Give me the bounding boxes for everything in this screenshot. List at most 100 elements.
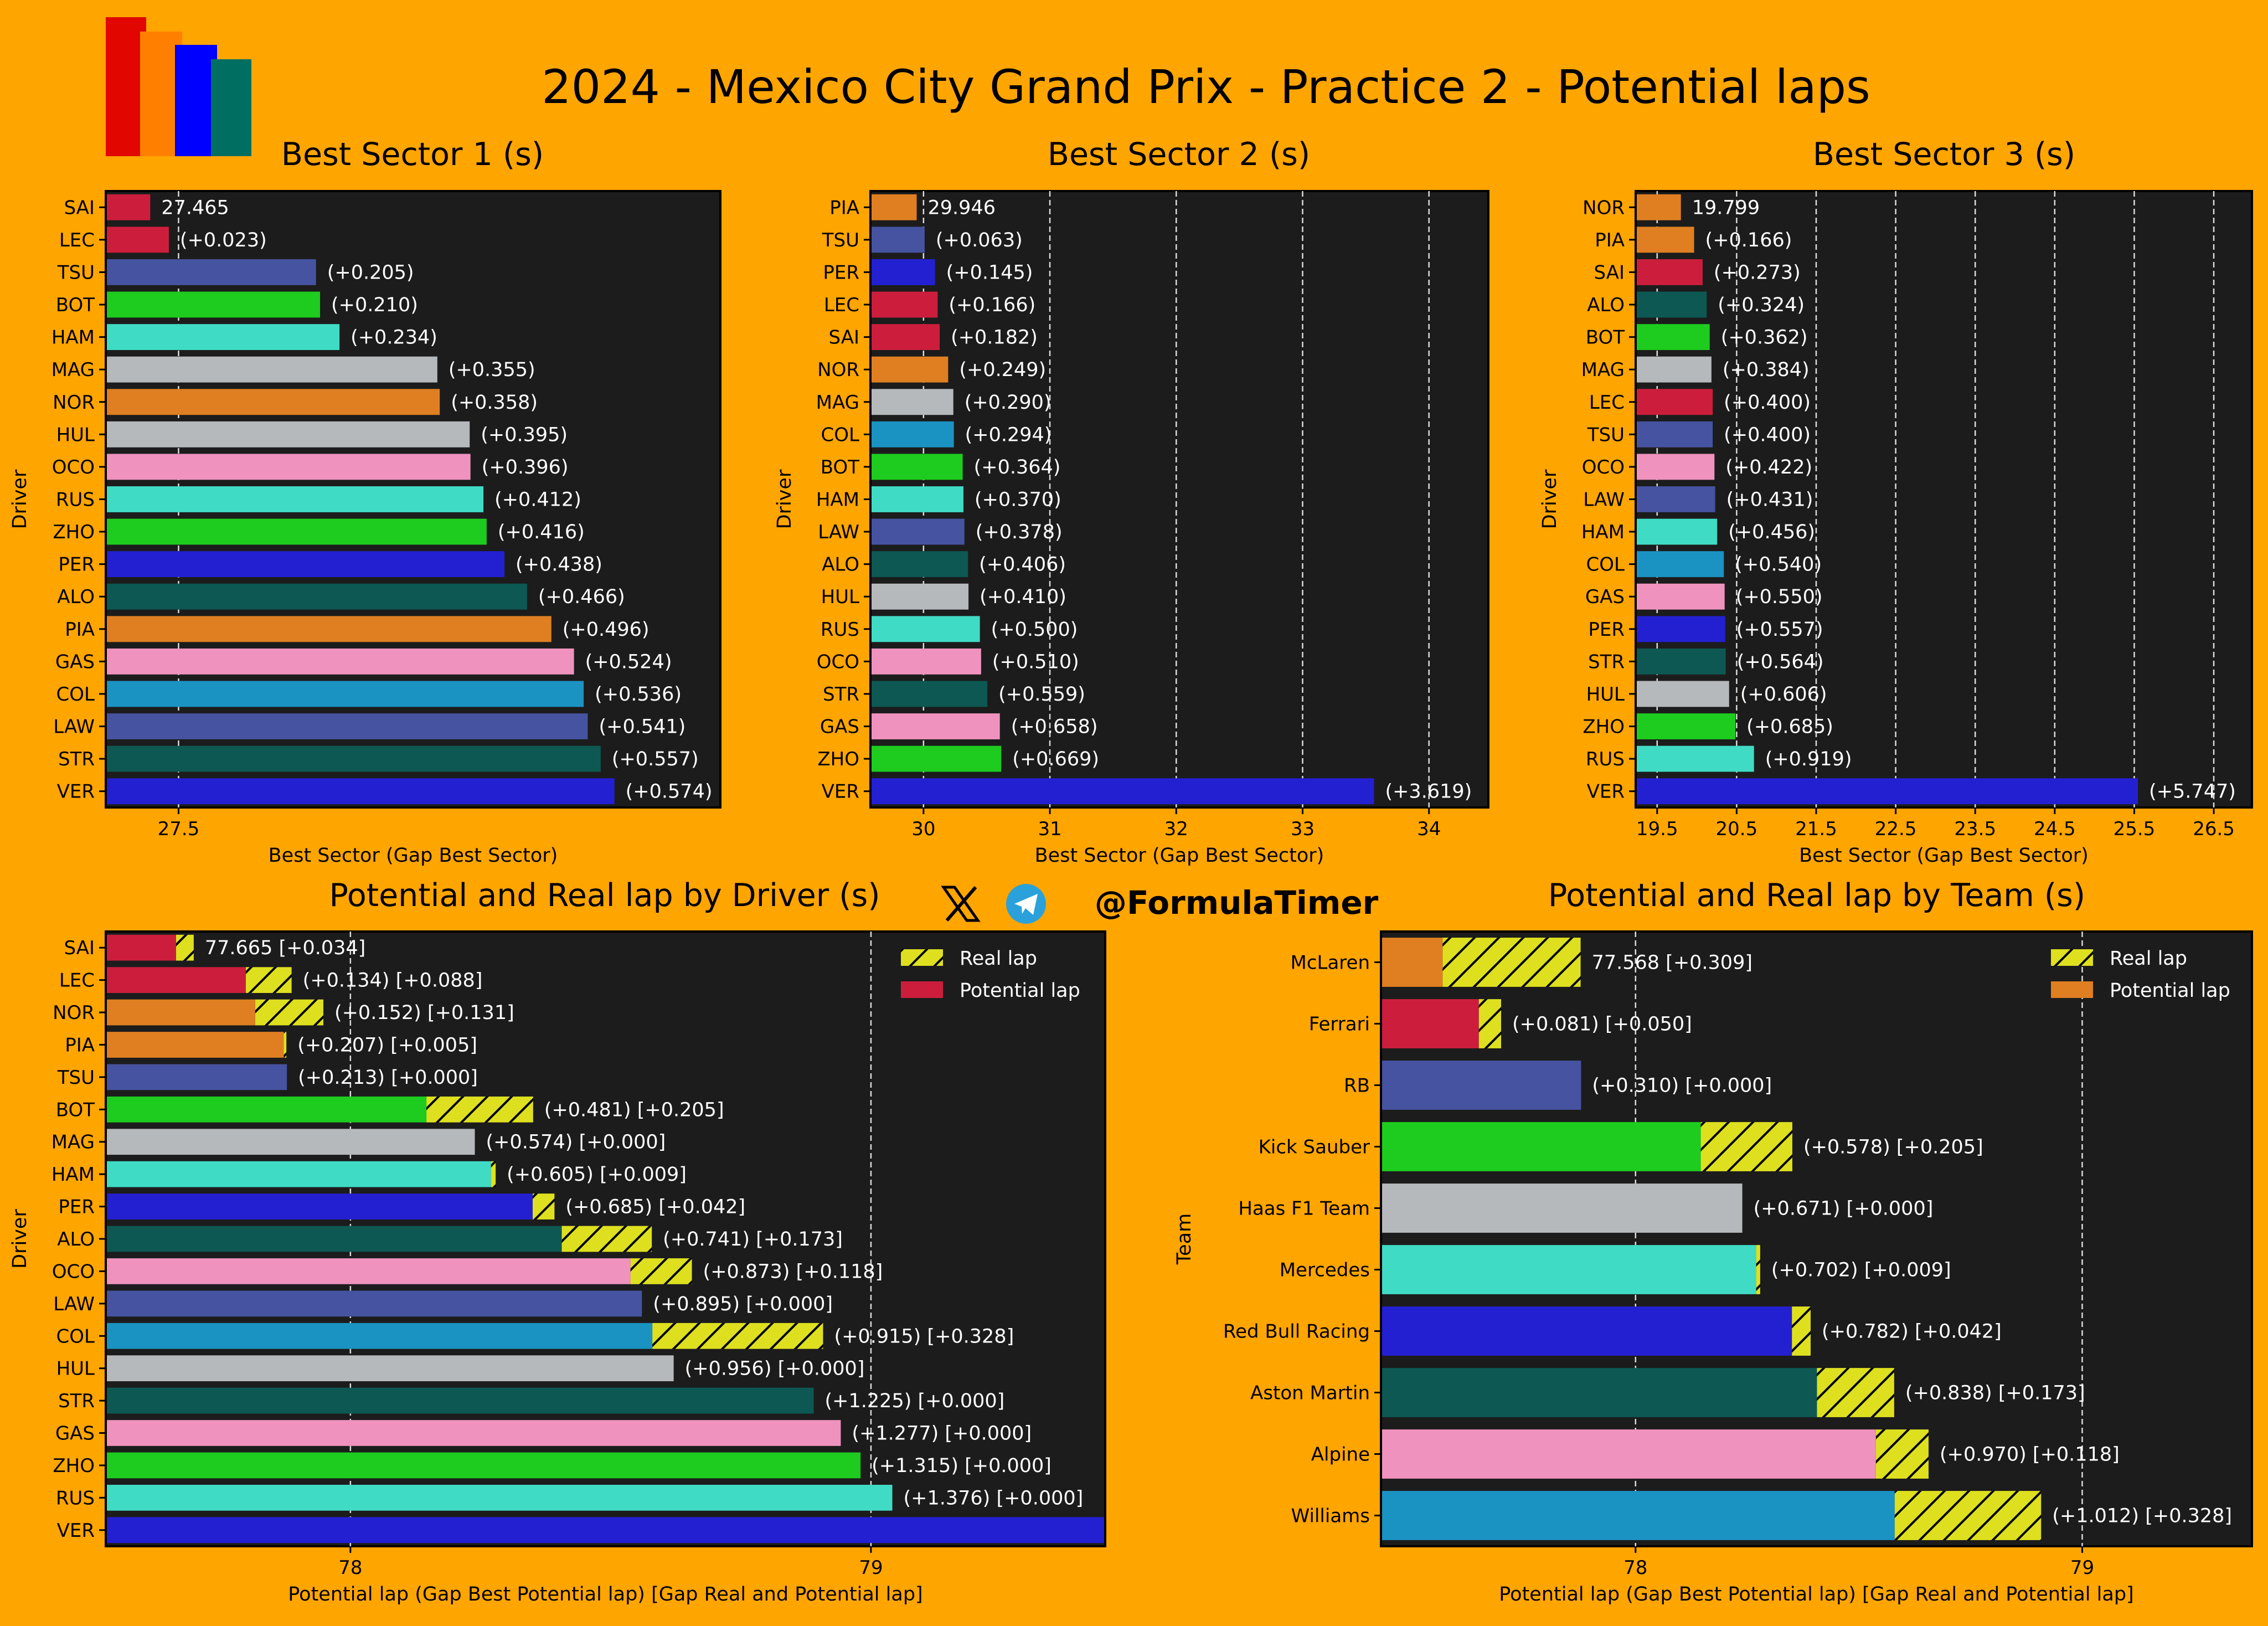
chart-4: Potential and Real lap by Driver (s) 78 79… [9,877,1106,1606]
data-label: (+3.619) [1385,781,1472,803]
bar [1637,518,1718,545]
y-tick-label: MAG [1581,359,1625,381]
bar [872,324,940,351]
data-label: (+0.134) [+0.088] [303,970,483,992]
data-label: (+0.500) [991,619,1078,641]
bar [872,486,963,512]
y-tick-label: TSU [822,229,859,251]
chart-2: Best Sector 2 (s) 30 31 32 33 34 Best Sector (… [774,136,1489,867]
data-label: (+0.782) [+0.042] [1822,1321,2002,1343]
real-lap-bar [491,1161,496,1187]
bar [107,227,169,253]
x-tick-label: 30 [911,818,935,840]
y-tick-label: ALO [57,1228,95,1251]
bar [1637,583,1725,610]
y-tick-label: TSU [1587,424,1625,446]
y-tick-label: SAI [64,937,95,959]
data-label: (+0.400) [1724,392,1811,414]
bar [872,194,917,220]
data-label: (+1.376) [+0.000] [903,1487,1083,1509]
potential-bar [107,1064,287,1090]
bar-row: MAG (+0.290) [816,389,1051,415]
data-label: (+0.838) [+0.173] [1905,1382,2085,1404]
bar [107,616,551,642]
y-tick-label: Red Bull Racing [1223,1321,1370,1343]
bar-row: SAI (+0.182) [829,324,1038,351]
legend-label: Potential lap [2110,980,2230,1002]
bar [1637,681,1729,707]
y-tick-label: SAI [64,197,95,219]
bar [1637,259,1703,285]
potential-bar [1382,1061,1581,1110]
bar [1637,291,1707,318]
y-tick-label: RUS [821,619,859,641]
data-label: (+0.234) [350,327,437,349]
bar-row: RUS (+0.412) [56,486,581,512]
bar [107,291,321,318]
y-tick-label: HAM [51,327,95,349]
data-label: (+0.145) [946,261,1033,284]
x-axis-label: Potential lap (Gap Best Potential lap) [… [288,1583,922,1606]
bar [1637,616,1725,642]
y-tick-label: PIA [65,1034,95,1056]
bar-row: NOR (+0.152) [+0.131] [53,999,514,1026]
y-tick-label: ZHO [817,748,859,770]
x-tick-label: 33 [1291,818,1315,840]
bar-row: LAW (+0.431) [1583,486,1813,512]
data-label: (+0.557) [612,748,699,770]
data-label: (+0.702) [+0.009] [1771,1259,1951,1282]
x-logo-icon[interactable] [941,886,981,922]
bar-row: HAM (+0.456) [1581,518,1815,545]
y-tick-label: COL [56,1325,95,1347]
telegram-icon[interactable] [1006,884,1046,924]
y-tick-label: BOT [1586,327,1625,349]
y-tick-label: HUL [56,424,95,446]
y-tick-label: GAS [55,651,95,673]
y-tick-label: Williams [1291,1505,1370,1527]
potential-bar [1382,1122,1701,1171]
data-label: (+1.225) [+0.000] [825,1390,1005,1412]
data-label: (+0.410) [980,586,1066,608]
y-axis-label: Team [1173,1213,1195,1265]
bar-row: PER (+0.557) [1588,616,1823,642]
data-label: (+0.182) [951,327,1038,349]
x-tick-label: 19.5 [1636,818,1678,840]
data-label: (+0.213) [+0.000] [298,1067,478,1089]
x-tick-label: 20.5 [1716,818,1758,840]
bar-row: Williams (+1.012) [+0.328] [1291,1491,2232,1540]
x-tick-label: 21.5 [1795,818,1837,840]
potential-bar [1382,1184,1743,1233]
y-tick-label: RB [1344,1075,1370,1097]
data-label: (+1.315) [+0.000] [872,1455,1051,1477]
brand-handle[interactable]: @FormulaTimer [1095,884,1379,922]
chart-1: Best Sector 1 (s) 27.5 Best Sector (Gap Be… [9,136,721,867]
data-label: (+0.207) [+0.005] [297,1034,477,1056]
data-label: (+0.605) [+0.009] [507,1164,687,1186]
bar [1637,421,1713,447]
x-tick-label: 25.5 [2114,818,2156,840]
y-tick-label: Haas F1 Team [1238,1198,1370,1220]
y-tick-label: ZHO [1583,716,1625,738]
bar [1637,486,1715,512]
potential-bar [107,1096,427,1123]
bar-row: COL (+0.294) [821,421,1051,447]
bar-row: VER (+5.747) [1587,778,2236,805]
bar-row: Mercedes (+0.702) [+0.009] [1280,1245,1951,1294]
data-label: 77.665 [+0.034] [205,937,365,959]
bar [872,389,953,415]
data-label: (+0.550) [1736,586,1823,608]
bar [872,648,981,675]
bar-row: RB (+0.310) [+0.000] [1344,1061,1772,1110]
data-label: (+0.396) [482,456,569,478]
y-tick-label: COL [56,683,95,706]
potential-bar [107,1226,562,1252]
real-lap-bar [1478,999,1501,1048]
bar [1637,713,1736,739]
bar [1637,389,1713,415]
legend: Real lap Potential lap [901,948,1080,1002]
data-label: (+0.481) [+0.205] [544,1099,724,1121]
data-label: (+0.063) [936,229,1023,251]
data-label: (+0.510) [992,651,1079,673]
x-axis-label: Best Sector (Gap Best Sector) [1035,845,1324,867]
y-tick-label: STR [58,748,95,770]
